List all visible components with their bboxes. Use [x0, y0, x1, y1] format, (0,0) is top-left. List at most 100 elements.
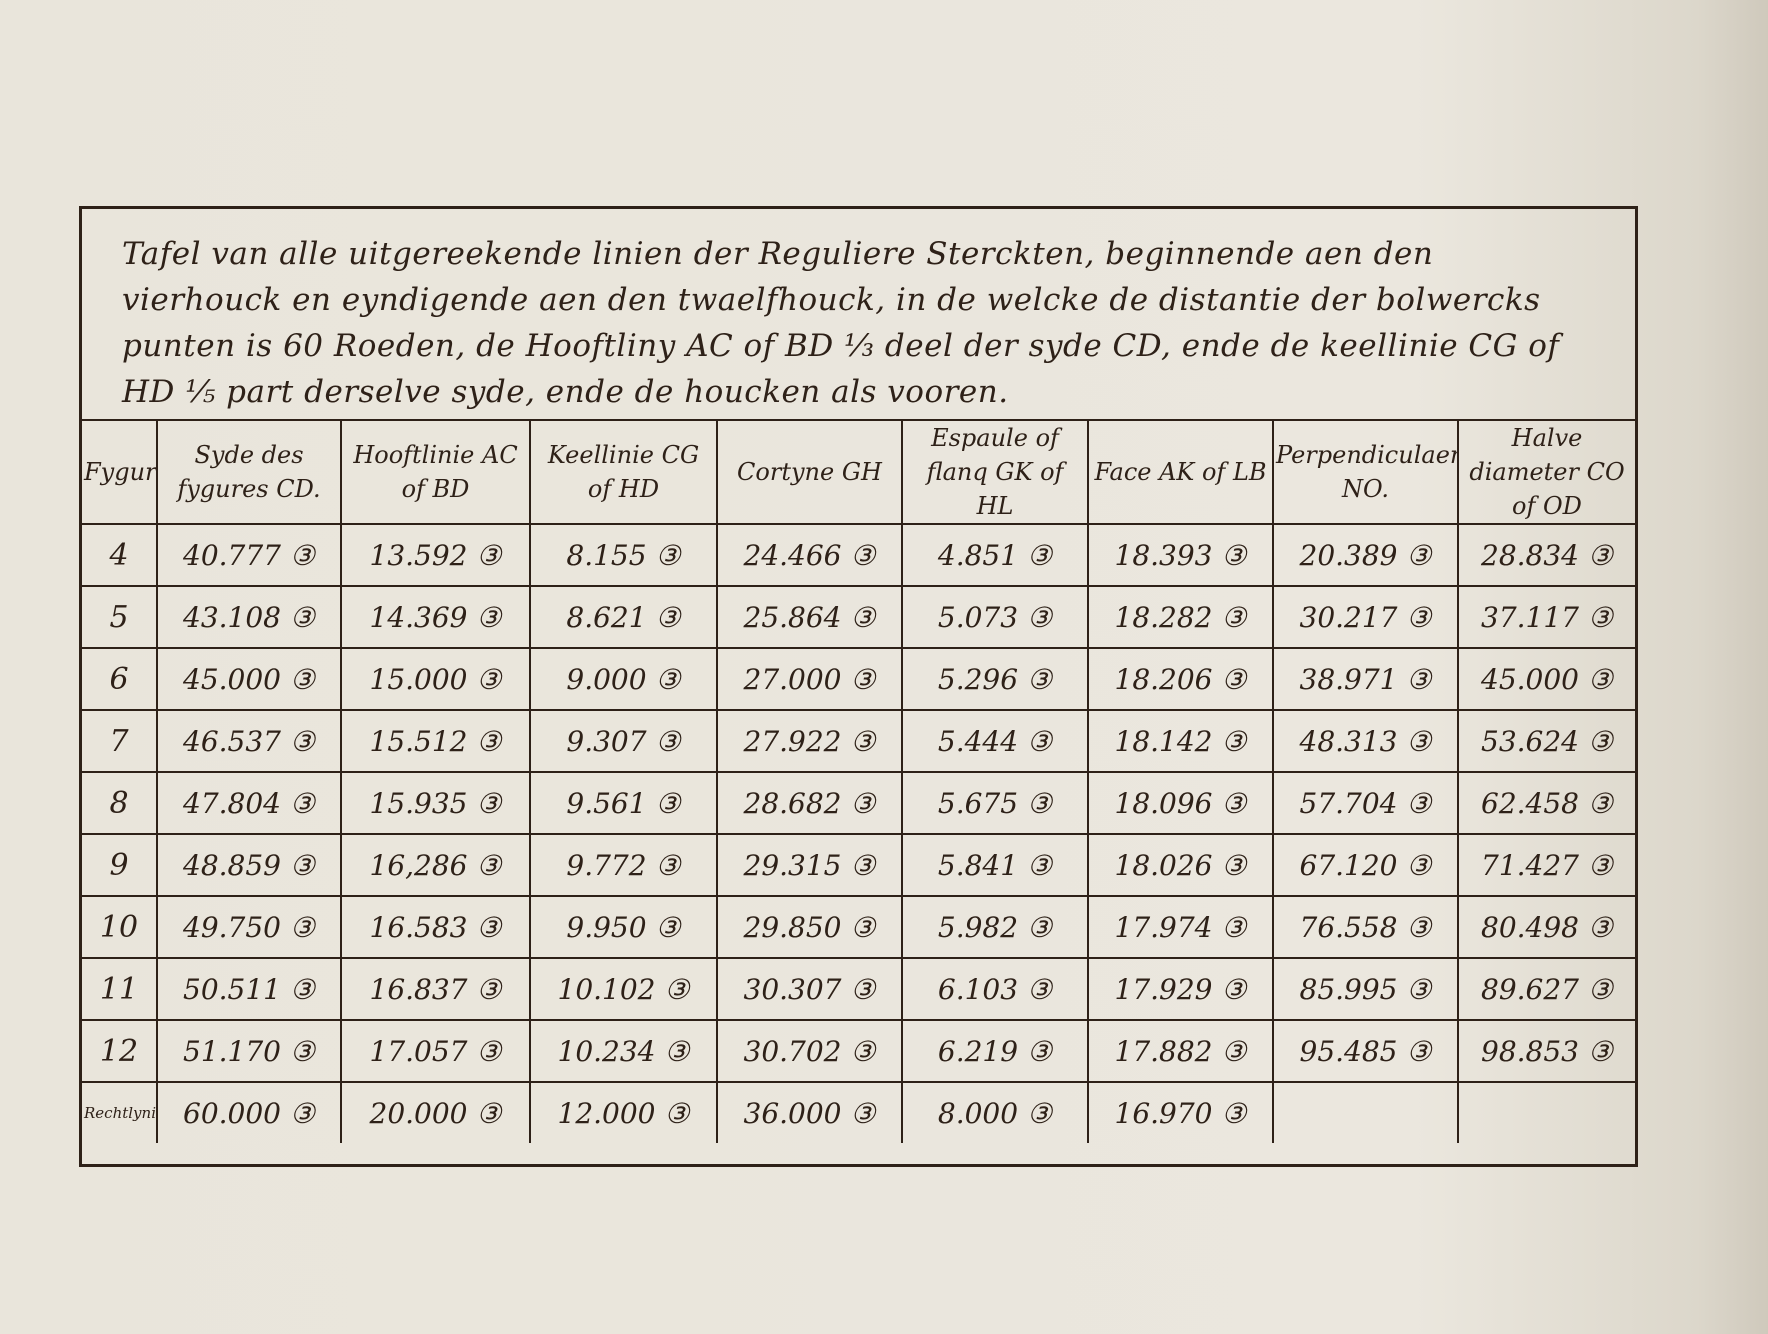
- cell: 62.458 ③: [1457, 771, 1635, 835]
- cell: 98.853 ③: [1457, 1019, 1635, 1083]
- data-table: Fygure.Syde des fygures CD.Hooftlinie AC…: [82, 419, 1635, 1143]
- cell: 28.834 ③: [1457, 523, 1635, 587]
- cell: 17.974 ③: [1087, 895, 1274, 959]
- title: Tafel van alle uitgereekende linien der …: [122, 236, 1560, 410]
- row-label: 9: [82, 833, 158, 897]
- cell: 16.970 ③: [1087, 1081, 1274, 1143]
- cell: 46.537 ③: [156, 709, 342, 773]
- row-label: 5: [82, 585, 158, 649]
- cell: 30.217 ③: [1272, 585, 1459, 649]
- cell: 15.512 ③: [340, 709, 531, 773]
- cell: 10.102 ③: [529, 957, 718, 1021]
- cell: 51.170 ③: [156, 1019, 342, 1083]
- cell: 40.777 ③: [156, 523, 342, 587]
- cell: 8.000 ③: [901, 1081, 1089, 1143]
- cell: 5.296 ③: [901, 647, 1089, 711]
- column-header: Hooftlinie AC of BD: [340, 419, 531, 525]
- cell: 18.096 ③: [1087, 771, 1274, 835]
- cell: 24.466 ③: [716, 523, 903, 587]
- column-header: Fygure.: [82, 419, 158, 525]
- cell: 76.558 ③: [1272, 895, 1459, 959]
- cell: 27.000 ③: [716, 647, 903, 711]
- cell: 49.750 ③: [156, 895, 342, 959]
- row-label: 10: [82, 895, 158, 959]
- cell: 27.922 ③: [716, 709, 903, 773]
- empty-cell: [1272, 1081, 1459, 1143]
- table-frame: Tafel van alle uitgereekende linien der …: [79, 206, 1638, 1167]
- cell: 18.282 ③: [1087, 585, 1274, 649]
- cell: 5.982 ③: [901, 895, 1089, 959]
- cell: 5.073 ③: [901, 585, 1089, 649]
- row-label: 12: [82, 1019, 158, 1083]
- cell: 29.850 ③: [716, 895, 903, 959]
- cell: 48.859 ③: [156, 833, 342, 897]
- cell: 17.929 ③: [1087, 957, 1274, 1021]
- row-label: 7: [82, 709, 158, 773]
- cell: 17.882 ③: [1087, 1019, 1274, 1083]
- cell: 57.704 ③: [1272, 771, 1459, 835]
- cell: 20.389 ③: [1272, 523, 1459, 587]
- cell: 6.103 ③: [901, 957, 1089, 1021]
- cell: 30.307 ③: [716, 957, 903, 1021]
- cell: 5.444 ③: [901, 709, 1089, 773]
- table-row: 11 50.511 ③ 16.837 ③ 10.102 ③ 30.307 ③ 6.103 …: [82, 957, 1635, 1021]
- cell: 53.624 ③: [1457, 709, 1635, 773]
- cell: 48.313 ③: [1272, 709, 1459, 773]
- table-row: Rechtlynie 60.000 ③ 20.000 ③ 12.000 ③ 36.000…: [82, 1081, 1635, 1143]
- cell: 6.219 ③: [901, 1019, 1089, 1083]
- cell: 12.000 ③: [529, 1081, 718, 1143]
- cell: 47.804 ③: [156, 771, 342, 835]
- cell: 9.000 ③: [529, 647, 718, 711]
- cell: 14.369 ③: [340, 585, 531, 649]
- cell: 15.935 ③: [340, 771, 531, 835]
- cell: 17.057 ③: [340, 1019, 531, 1083]
- table-row: 12 51.170 ③ 17.057 ③ 10.234 ③ 30.702 ③ 6.219 …: [82, 1019, 1635, 1083]
- table-row: 10 49.750 ③ 16.583 ③ 9.950 ③ 29.850 ③ 5.982 ③…: [82, 895, 1635, 959]
- cell: 9.950 ③: [529, 895, 718, 959]
- cell: 5.675 ③: [901, 771, 1089, 835]
- cell: 18.026 ③: [1087, 833, 1274, 897]
- column-header: Espaule of flanq GK of HL: [901, 419, 1089, 525]
- row-label: 8: [82, 771, 158, 835]
- cell: 13.592 ③: [340, 523, 531, 587]
- cell: 25.864 ③: [716, 585, 903, 649]
- cell: 80.498 ③: [1457, 895, 1635, 959]
- column-header: Syde des fygures CD.: [156, 419, 342, 525]
- column-header: Face AK of LB: [1087, 419, 1274, 525]
- cell: 15.000 ③: [340, 647, 531, 711]
- cell: 36.000 ③: [716, 1081, 903, 1143]
- cell: 5.841 ③: [901, 833, 1089, 897]
- cell: 9.307 ③: [529, 709, 718, 773]
- cell: 18.206 ③: [1087, 647, 1274, 711]
- cell: 20.000 ③: [340, 1081, 531, 1143]
- row-label: 4: [82, 523, 158, 587]
- column-header: Perpendiculaer NO.: [1272, 419, 1459, 525]
- cell: 85.995 ③: [1272, 957, 1459, 1021]
- column-header: Cortyne GH: [716, 419, 903, 525]
- cell: 38.971 ③: [1272, 647, 1459, 711]
- cell: 9.561 ③: [529, 771, 718, 835]
- cell: 71.427 ③: [1457, 833, 1635, 897]
- cell: 9.772 ③: [529, 833, 718, 897]
- cell: 45.000 ③: [156, 647, 342, 711]
- cell: 10.234 ③: [529, 1019, 718, 1083]
- row-label: 6: [82, 647, 158, 711]
- cell: 50.511 ③: [156, 957, 342, 1021]
- cell: 18.393 ③: [1087, 523, 1274, 587]
- row-label: Rechtlynie: [82, 1081, 158, 1143]
- cell: 60.000 ③: [156, 1081, 342, 1143]
- cell: 37.117 ③: [1457, 585, 1635, 649]
- cell: 16,286 ③: [340, 833, 531, 897]
- cell: 18.142 ③: [1087, 709, 1274, 773]
- cell: 95.485 ③: [1272, 1019, 1459, 1083]
- cell: 89.627 ③: [1457, 957, 1635, 1021]
- column-header: Halve diameter CO of OD: [1457, 419, 1635, 525]
